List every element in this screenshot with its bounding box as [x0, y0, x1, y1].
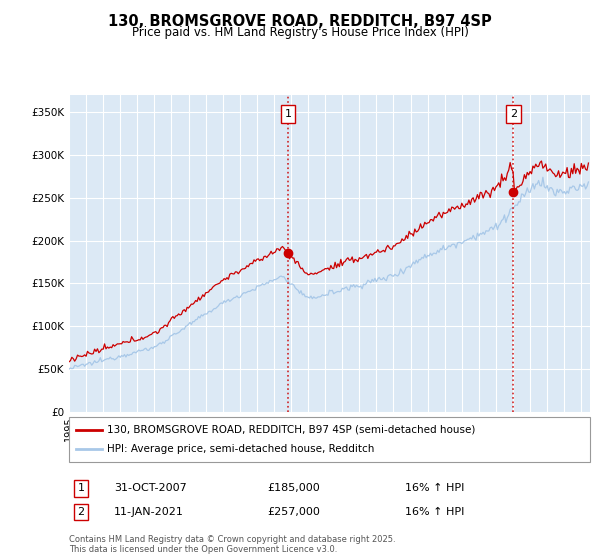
Text: 11-JAN-2021: 11-JAN-2021 — [114, 507, 184, 517]
Text: Price paid vs. HM Land Registry's House Price Index (HPI): Price paid vs. HM Land Registry's House … — [131, 26, 469, 39]
Text: 130, BROMSGROVE ROAD, REDDITCH, B97 4SP (semi-detached house): 130, BROMSGROVE ROAD, REDDITCH, B97 4SP … — [107, 424, 475, 435]
Text: 16% ↑ HPI: 16% ↑ HPI — [405, 507, 464, 517]
Text: 130, BROMSGROVE ROAD, REDDITCH, B97 4SP: 130, BROMSGROVE ROAD, REDDITCH, B97 4SP — [108, 14, 492, 29]
Text: 1: 1 — [284, 109, 292, 119]
Text: 2: 2 — [510, 109, 517, 119]
Text: 2: 2 — [77, 507, 85, 517]
Text: 16% ↑ HPI: 16% ↑ HPI — [405, 483, 464, 493]
Text: £185,000: £185,000 — [267, 483, 320, 493]
Text: Contains HM Land Registry data © Crown copyright and database right 2025.
This d: Contains HM Land Registry data © Crown c… — [69, 535, 395, 554]
Text: HPI: Average price, semi-detached house, Redditch: HPI: Average price, semi-detached house,… — [107, 444, 374, 454]
Text: 31-OCT-2007: 31-OCT-2007 — [114, 483, 187, 493]
Text: 1: 1 — [77, 483, 85, 493]
Text: £257,000: £257,000 — [267, 507, 320, 517]
